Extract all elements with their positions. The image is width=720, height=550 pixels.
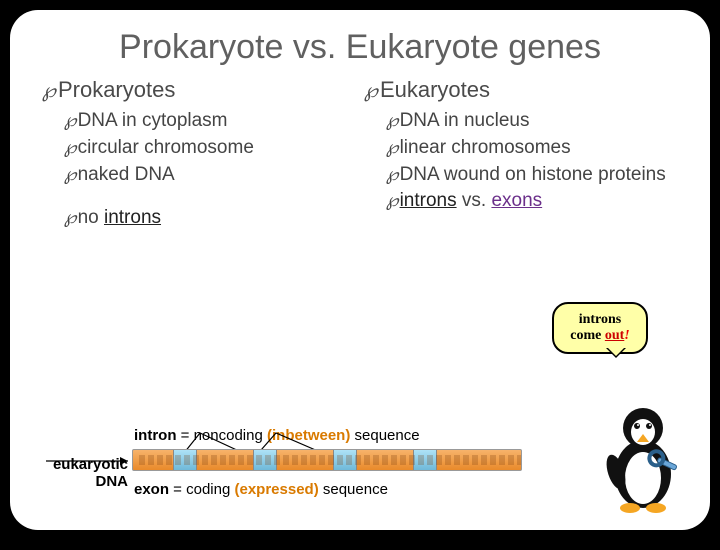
- item-text: DNA wound on histone proteins: [400, 164, 666, 185]
- swash-icon: ℘: [42, 78, 56, 103]
- dna-strip: [132, 449, 522, 471]
- intron-segment: [413, 450, 437, 470]
- columns: ℘Prokaryotes ℘DNA in cytoplasm ℘circular…: [42, 77, 678, 233]
- term: intron: [134, 427, 177, 444]
- swash-icon: ℘: [64, 109, 77, 132]
- heading-text: Eukaryotes: [380, 77, 490, 102]
- swash-icon: ℘: [386, 109, 399, 132]
- list-item: ℘circular chromosome: [64, 136, 356, 160]
- list-item: ℘linear chromosomes: [386, 136, 678, 160]
- col-prokaryotes: ℘Prokaryotes ℘DNA in cytoplasm ℘circular…: [42, 77, 356, 233]
- item-text: DNA in nucleus: [400, 110, 530, 131]
- swash-icon: ℘: [64, 136, 77, 159]
- heading-prokaryotes: ℘Prokaryotes: [42, 77, 356, 103]
- def-text: sequence: [350, 427, 419, 444]
- slide: Prokaryote vs. Eukaryote genes ℘Prokaryo…: [10, 10, 710, 530]
- swash-icon: ℘: [386, 136, 399, 159]
- item-text: DNA in cytoplasm: [78, 110, 228, 131]
- dna-diagram: [132, 449, 678, 471]
- def-highlight: (inbetween): [267, 427, 350, 444]
- speech-bubble: introns come out!: [552, 302, 648, 354]
- def-highlight: (expressed): [234, 481, 318, 498]
- swash-icon: ℘: [364, 78, 378, 103]
- def-text: sequence: [319, 481, 388, 498]
- penguin-icon: [598, 396, 688, 516]
- bubble-line: come: [570, 328, 605, 343]
- swash-icon: ℘: [386, 163, 399, 186]
- heading-eukaryotes: ℘Eukaryotes: [364, 77, 678, 103]
- def-text: = coding: [169, 481, 234, 498]
- bubble-excl: !: [624, 328, 629, 343]
- heading-text: Prokaryotes: [58, 77, 175, 102]
- list-item-introns-exons: ℘introns vs. exons: [386, 189, 678, 213]
- def-text: = noncoding: [177, 427, 268, 444]
- list-item-introns: ℘no introns: [64, 206, 356, 230]
- bottom-section: intron = noncoding (inbetween) sequence …: [42, 423, 678, 502]
- term: exon: [134, 481, 169, 498]
- page-title: Prokaryote vs. Eukaryote genes: [42, 28, 678, 67]
- item-text: no: [78, 207, 104, 228]
- bubble-line: introns: [579, 312, 622, 327]
- swash-icon: ℘: [64, 206, 77, 229]
- underlined-term: introns: [104, 207, 161, 228]
- list-item: ℘DNA wound on histone proteins: [386, 163, 678, 187]
- list-item: ℘naked DNA: [64, 163, 356, 187]
- col-eukaryotes: ℘Eukaryotes ℘DNA in nucleus ℘linear chro…: [364, 77, 678, 233]
- definition-intron: intron = noncoding (inbetween) sequence: [134, 423, 678, 449]
- underlined-term: exons: [491, 190, 542, 211]
- item-text: vs.: [457, 190, 492, 211]
- item-text: linear chromosomes: [400, 137, 571, 158]
- bubble-emph: out: [605, 328, 624, 343]
- underlined-term: introns: [400, 190, 457, 211]
- arrow-icon: [42, 447, 132, 487]
- item-text: naked DNA: [78, 164, 175, 185]
- definition-exon: exon = coding (expressed) sequence: [134, 477, 678, 503]
- list-item: ℘DNA in cytoplasm: [64, 109, 356, 133]
- list-item: ℘DNA in nucleus: [386, 109, 678, 133]
- swash-icon: ℘: [386, 189, 399, 212]
- item-text: circular chromosome: [78, 137, 254, 158]
- swash-icon: ℘: [64, 163, 77, 186]
